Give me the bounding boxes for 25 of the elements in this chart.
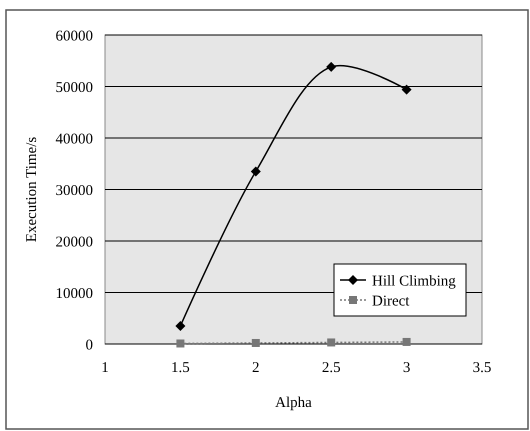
point bbox=[175, 320, 186, 331]
x-tick-label: 2 bbox=[252, 360, 260, 376]
x-tick-label: 2.5 bbox=[322, 360, 341, 376]
y-tick-label: 30000 bbox=[56, 182, 93, 199]
y-tick-label: 50000 bbox=[56, 80, 93, 96]
x-axis-title: Alpha bbox=[275, 395, 312, 411]
point bbox=[250, 166, 261, 176]
point bbox=[402, 84, 412, 95]
x-tick-label: 3 bbox=[402, 360, 410, 376]
x-tick-label: 3.5 bbox=[472, 360, 492, 376]
legend-label: Direct bbox=[372, 293, 410, 310]
y-tick-label: 40000 bbox=[56, 131, 93, 148]
point bbox=[402, 338, 411, 346]
point bbox=[252, 338, 260, 347]
point bbox=[327, 338, 336, 346]
y-tick-label: 20000 bbox=[56, 234, 93, 250]
y-tick-label: 60000 bbox=[56, 28, 93, 44]
y-axis-title: Execution Time/s bbox=[24, 136, 40, 242]
y-tick-label: 0 bbox=[86, 337, 93, 354]
point bbox=[326, 62, 336, 72]
x-tick-label: 1.5 bbox=[171, 360, 190, 376]
legend-label: Hill Climbing bbox=[372, 273, 456, 290]
point bbox=[176, 339, 184, 348]
x-tick-label: 1 bbox=[101, 360, 109, 376]
y-tick-label: 10000 bbox=[56, 286, 93, 302]
